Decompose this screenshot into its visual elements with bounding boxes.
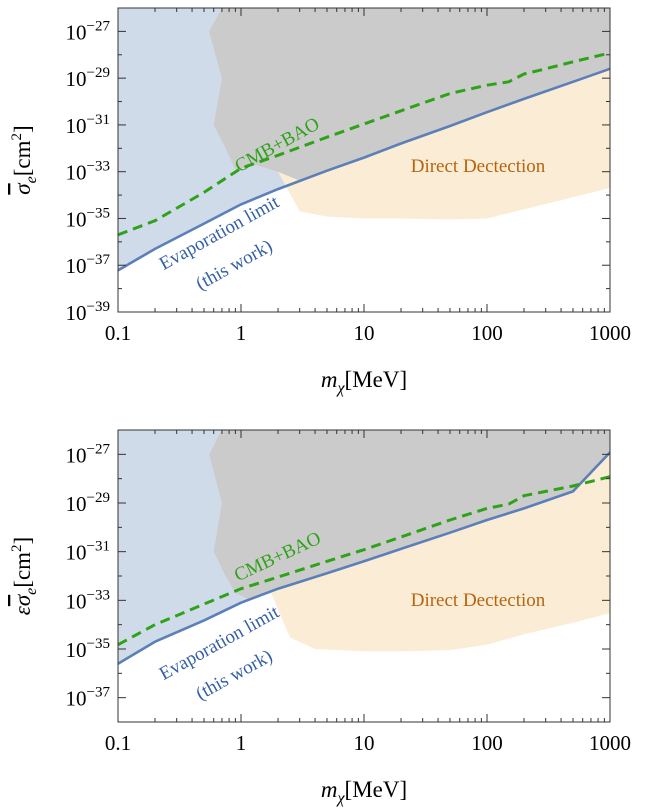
- y-tick-label: 10−33: [66, 159, 110, 185]
- top-chart-lines: [118, 51, 610, 272]
- y-tick-label: 10−39: [66, 299, 110, 325]
- top-chart-ticks: 0.1 1 10 100 1000 10−39 10−37 10−35 10−33 10−31 10…: [66, 18, 631, 345]
- cmb-bao-line: [118, 51, 610, 237]
- y-tick-label: 10−37: [66, 252, 111, 278]
- top-chart-axis-titles: mχ[MeV] σe[cm2]: [9, 125, 407, 397]
- y-tick-label: 10−33: [66, 587, 110, 613]
- bottom-chart-ticks: 0.1 1 10 100 1000 10−37 10−35 10−33 10−31 10−29 10…: [66, 441, 631, 755]
- bottom-chart: 0.1 1 10 100 1000 10−37 10−35 10−33 10−31 10−29 10…: [0, 405, 647, 810]
- y-axis-title: εσe[cm2]: [9, 537, 40, 615]
- x-axis-title: mχ[MeV]: [321, 367, 407, 397]
- top-chart-frame: [117, 7, 611, 313]
- y-tick-label: 10−31: [66, 539, 110, 565]
- y-tick-label: 10−35: [66, 636, 110, 662]
- cmb-bao-line: [118, 475, 610, 647]
- bottom-chart-lines: [118, 451, 610, 665]
- x-tick-label: 1: [236, 731, 247, 755]
- x-tick-label: 0.1: [105, 321, 131, 345]
- y-axis-title: σe[cm2]: [9, 125, 40, 194]
- x-tick-label: 10: [354, 731, 375, 755]
- x-tick-label: 10: [354, 321, 375, 345]
- top-chart: 0.1 1 10 100 1000 10−39 10−37 10−35 10−33 10−31 10…: [0, 0, 647, 400]
- bottom-chart-svg: 0.1 1 10 100 1000 10−37 10−35 10−33 10−31 10−29 10…: [9, 429, 631, 807]
- x-tick-label: 1: [236, 321, 247, 345]
- y-tick-label: 10−27: [66, 18, 111, 44]
- y-tick-label: 10−27: [66, 441, 111, 467]
- x-tick-label: 0.1: [105, 731, 131, 755]
- x-tick-label: 100: [471, 321, 503, 345]
- bottom-chart-frame: [117, 429, 611, 723]
- evaporation-limit-line: [118, 67, 610, 272]
- top-chart-svg: 0.1 1 10 100 1000 10−39 10−37 10−35 10−33 10−31 10…: [9, 7, 631, 397]
- y-tick-label: 10−37: [66, 685, 111, 711]
- x-axis-title: mχ[MeV]: [321, 777, 407, 807]
- evaporation-limit-line: [118, 451, 610, 665]
- y-tick-label: 10−31: [66, 112, 110, 138]
- annotation-label: Direct Dectection: [411, 590, 546, 611]
- bottom-chart-axis-titles: mχ[MeV] εσe[cm2]: [9, 537, 407, 807]
- y-tick-label: 10−29: [66, 490, 110, 516]
- y-tick-label: 10−35: [66, 205, 110, 231]
- x-tick-label: 1000: [589, 321, 631, 345]
- annotation-label: Direct Dectection: [411, 156, 546, 177]
- bottom-chart-regions: [118, 430, 610, 664]
- y-tick-label: 10−29: [66, 65, 110, 91]
- x-tick-label: 1000: [589, 731, 631, 755]
- x-tick-label: 100: [471, 731, 503, 755]
